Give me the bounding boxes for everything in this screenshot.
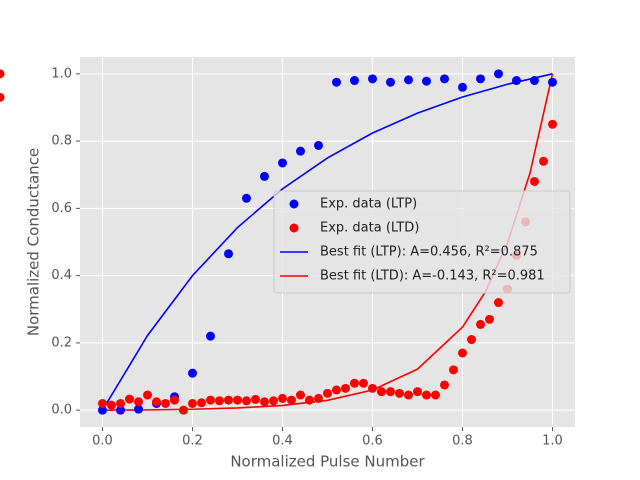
data-point (233, 395, 242, 405)
data-point (548, 77, 557, 87)
data-point (116, 405, 125, 415)
data-point (476, 74, 485, 84)
x-tick-label: 0.6 (362, 434, 383, 449)
x-tick-label: 0.2 (182, 434, 203, 449)
data-point (494, 69, 503, 79)
legend-label: Best fit (LTD): A=-0.143, R²=0.981 (320, 269, 545, 284)
data-point (188, 398, 197, 408)
data-point (161, 398, 170, 408)
data-point (278, 393, 287, 403)
legend-label: Best fit (LTP): A=0.456, R²=0.875 (320, 245, 538, 260)
legend-label: Exp. data (LTD) (320, 221, 419, 236)
data-point (224, 249, 233, 259)
data-point (386, 77, 395, 87)
data-point (98, 398, 107, 408)
y-tick-label: 1.0 (51, 66, 72, 81)
y-tick-label: 0.6 (51, 201, 72, 216)
data-point (278, 158, 287, 168)
data-point (296, 146, 305, 156)
data-point (368, 383, 377, 393)
data-point (0, 92, 5, 102)
data-point (134, 404, 143, 414)
y-tick-label: 0.4 (51, 268, 72, 283)
data-point (305, 395, 314, 405)
data-point (359, 378, 368, 388)
y-tick-label: 0.8 (51, 134, 72, 149)
data-point (341, 383, 350, 393)
data-point (368, 74, 377, 84)
data-point (512, 76, 521, 86)
data-point (377, 387, 386, 397)
y-tick-label: 0.0 (51, 403, 72, 418)
data-point (467, 335, 476, 345)
data-point (197, 398, 206, 408)
data-point (494, 298, 503, 308)
data-point (422, 390, 431, 400)
data-point (98, 405, 107, 415)
data-point (332, 385, 341, 395)
data-point (485, 314, 494, 324)
data-point (413, 387, 422, 397)
data-point (215, 396, 224, 406)
data-point (386, 387, 395, 397)
data-point (323, 388, 332, 398)
data-point (251, 394, 260, 404)
x-tick-label: 1.0 (542, 434, 563, 449)
data-point (476, 319, 485, 329)
data-point (107, 400, 116, 410)
data-point (422, 76, 431, 86)
data-point (449, 365, 458, 375)
y-tick-label: 0.2 (51, 335, 72, 350)
data-point (440, 380, 449, 390)
data-point (287, 395, 296, 405)
legend: Exp. data (LTP) Exp. data (LTD) Best fit (… (273, 190, 571, 294)
legend-marker (289, 223, 299, 233)
data-point (125, 394, 134, 404)
data-point (206, 331, 215, 341)
data-point (314, 393, 323, 403)
data-point (350, 76, 359, 86)
data-point (458, 348, 467, 358)
data-point (242, 193, 251, 203)
data-point (395, 388, 404, 398)
data-point (530, 76, 539, 86)
data-point (539, 156, 548, 166)
x-axis-label: Normalized Pulse Number (230, 453, 425, 471)
data-point (530, 176, 539, 186)
data-point (170, 395, 179, 405)
data-point (269, 396, 278, 406)
legend-marker (289, 199, 299, 209)
data-point (143, 390, 152, 400)
marks (0, 69, 557, 415)
data-point (332, 77, 341, 87)
y-axis-label: Normalized Conductance (25, 148, 43, 336)
data-point (116, 398, 125, 408)
data-point (152, 397, 161, 407)
data-point (188, 368, 197, 378)
data-point (431, 390, 440, 400)
data-point (458, 82, 467, 92)
data-point (260, 397, 269, 407)
x-tick-label: 0.4 (272, 434, 293, 449)
legend-label: Exp. data (LTP) (320, 197, 417, 212)
x-tick-label: 0.8 (452, 434, 473, 449)
data-point (242, 396, 251, 406)
data-point (350, 378, 359, 388)
data-point (179, 405, 188, 415)
data-point (224, 395, 233, 405)
data-point (134, 397, 143, 407)
data-point (0, 69, 5, 79)
data-point (260, 171, 269, 181)
data-point (404, 75, 413, 85)
data-point (314, 140, 323, 150)
data-point (548, 119, 557, 129)
legend-box (273, 190, 571, 294)
fit-line (101, 73, 553, 411)
data-point (404, 390, 413, 400)
data-point (440, 74, 449, 84)
x-tick-label: 0.0 (92, 434, 113, 449)
data-point (206, 395, 215, 405)
data-point (296, 390, 305, 400)
